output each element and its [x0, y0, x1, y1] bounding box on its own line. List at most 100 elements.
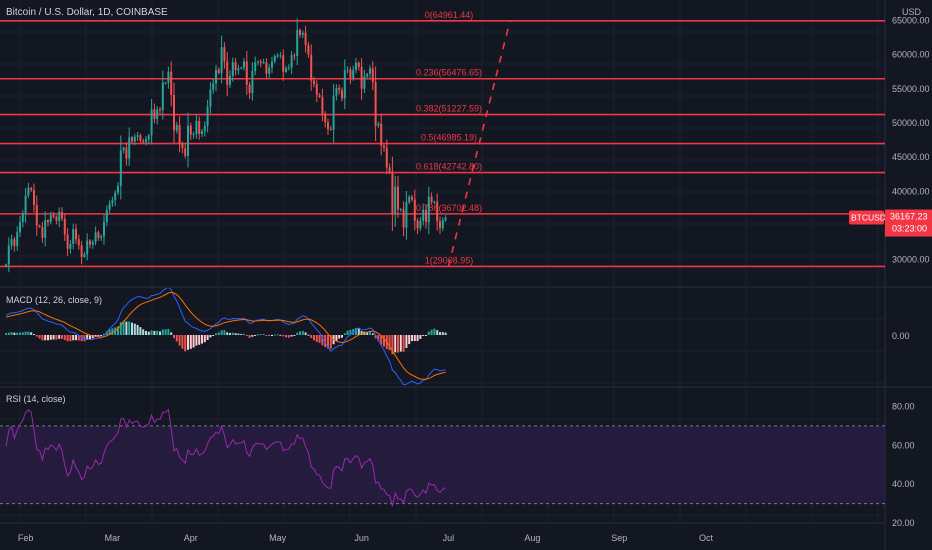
candle-body [226, 61, 229, 85]
candle-body [346, 69, 349, 71]
candle-body [153, 109, 156, 119]
candle-body [27, 187, 30, 196]
macd-histogram-bar [7, 332, 10, 335]
candle-body [296, 30, 299, 57]
symbol-badge: BTCUSD [851, 213, 886, 223]
macd-histogram-bar [189, 335, 192, 349]
candle-body [425, 209, 427, 223]
macd-histogram-bar [425, 335, 427, 336]
candle-body [16, 232, 19, 246]
candle-body [184, 148, 187, 156]
candle-body [206, 106, 209, 126]
time-axis[interactable]: Feb Mar Apr May Jun Jul Aug Sep Oct [0, 522, 885, 543]
macd-histogram-bar [125, 321, 128, 335]
macd-histogram-bar [16, 332, 19, 335]
macd-histogram-bar [58, 335, 61, 339]
candle-body [273, 56, 276, 62]
macd-histogram-bar [167, 328, 170, 335]
time-tick-label: Mar [105, 533, 121, 543]
macd-histogram-bar [369, 331, 371, 335]
macd-histogram-bar [108, 329, 111, 335]
price-tick-label: 40000.00 [892, 186, 930, 196]
macd-histogram-bar [131, 322, 133, 335]
candle-body [44, 220, 47, 238]
macd-histogram-bar [310, 335, 313, 339]
candle-body [374, 82, 377, 126]
macd-histogram-bar [223, 330, 226, 335]
macd-histogram-bar [301, 330, 304, 335]
candle-body [357, 62, 360, 67]
macd-histogram-bar [83, 335, 86, 342]
candle-body [150, 109, 153, 136]
macd-histogram-bar [383, 335, 385, 347]
candle-body [441, 220, 444, 229]
candle-body [444, 217, 447, 221]
macd-histogram-bar [47, 335, 49, 341]
macd-histogram-bar [285, 335, 287, 338]
candle-body [35, 205, 38, 226]
candle-body [119, 150, 122, 186]
projection-line[interactable] [447, 20, 511, 267]
candle-body [89, 240, 91, 245]
candle-body [223, 47, 226, 62]
rsi-axis[interactable]: 80.00 60.00 40.00 20.00 [892, 401, 915, 528]
candle-body [69, 243, 72, 249]
time-tick-label: Jul [443, 533, 455, 543]
candle-body [287, 67, 290, 69]
candle-body [19, 222, 21, 233]
macd-histogram-bar [103, 333, 105, 335]
macd-histogram-bar [136, 324, 139, 335]
candle-body [276, 55, 279, 57]
candle-body [33, 189, 35, 205]
macd-histogram-bar [318, 335, 321, 343]
macd-histogram-bar [293, 335, 296, 336]
candle-body [187, 125, 189, 156]
candle-body [91, 241, 94, 245]
candle-body [55, 216, 58, 221]
candle-body [388, 167, 391, 172]
candle-body [240, 67, 243, 69]
macd-histogram-bar [41, 335, 44, 341]
candle-body [133, 136, 136, 142]
time-tick-label: Aug [524, 533, 540, 543]
macd-histogram-bar [411, 335, 413, 342]
candles[interactable] [5, 18, 447, 273]
macd-histogram-bar [153, 330, 156, 335]
candle-body [145, 139, 147, 143]
candle-body [405, 202, 408, 228]
macd-histogram-bar [63, 335, 66, 341]
macd-histogram-bar [145, 330, 147, 335]
macd-histogram-bar [444, 332, 447, 335]
candle-body [142, 140, 145, 143]
rsi-label[interactable]: RSI (14, close) [6, 394, 66, 404]
macd-histogram-bar [276, 334, 279, 336]
macd-histogram-bar [66, 335, 69, 342]
candle-body [97, 232, 100, 238]
candle-body [307, 45, 310, 55]
macd-histogram-bar [397, 335, 399, 353]
candle-body [80, 245, 83, 257]
macd-label[interactable]: MACD (12, 26, close, 9) [6, 295, 102, 305]
candle-body [170, 71, 173, 95]
macd-histogram-bar [111, 328, 114, 335]
candle-body [411, 196, 413, 200]
candle-body [156, 109, 159, 119]
candle-body [318, 94, 321, 98]
macd-histogram-bar [170, 332, 173, 335]
candle-body [5, 264, 7, 267]
macd-histogram-bar [371, 333, 374, 335]
candle-body [77, 239, 80, 246]
candle-body [122, 147, 125, 151]
candle-body [201, 131, 203, 134]
candle-body [413, 199, 416, 221]
candle-body [391, 171, 394, 214]
fib-retracement[interactable]: 0(64961.44) 0.236(56476.65) 0.382(51227.59… [0, 10, 885, 268]
macd-histogram-bar [377, 335, 380, 342]
rsi-band [0, 425, 885, 504]
macd-histogram-bar [324, 335, 327, 348]
macd-histogram-bar [254, 335, 257, 336]
rsi-tick-label: 40.00 [892, 479, 915, 489]
macd-histogram-bar [209, 335, 212, 338]
macd-histogram-bar [259, 334, 262, 336]
